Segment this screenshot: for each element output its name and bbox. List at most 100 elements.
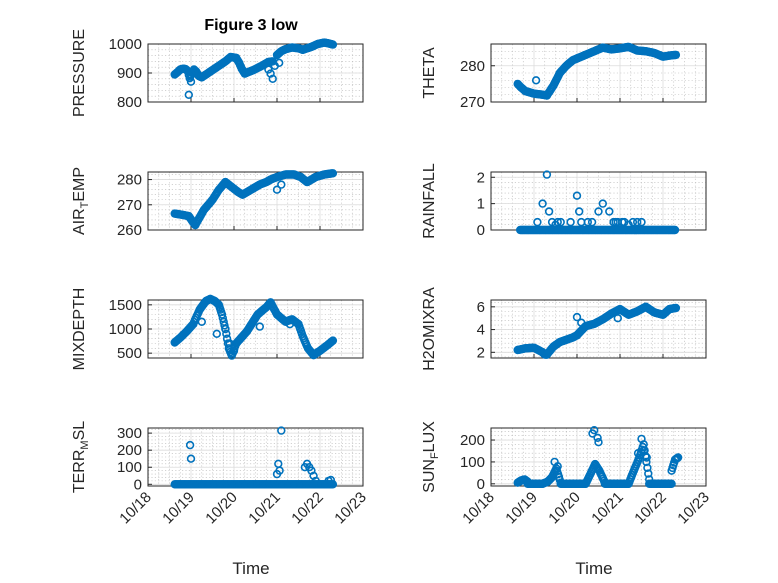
data-point bbox=[328, 336, 338, 345]
x-tick-label: 10/23 bbox=[331, 489, 370, 528]
x-tick-label: 10/18 bbox=[116, 489, 155, 528]
panel-h2omixra: 2 4 6 H2OMIXRA bbox=[421, 287, 707, 371]
data-point bbox=[613, 314, 622, 323]
data-point bbox=[185, 440, 195, 450]
y-tick-label: 900 bbox=[117, 65, 142, 82]
axes-frame bbox=[490, 427, 707, 487]
data-point bbox=[605, 207, 614, 216]
plot-area bbox=[490, 171, 707, 231]
y-tick-label: 200 bbox=[460, 432, 485, 449]
data-point bbox=[217, 310, 227, 319]
x-tick-label: 10/19 bbox=[502, 489, 541, 528]
data-point bbox=[533, 217, 542, 227]
y-tick-label: 270 bbox=[460, 94, 485, 111]
data-point bbox=[639, 446, 648, 456]
data-point bbox=[311, 476, 320, 486]
data-point bbox=[264, 65, 273, 74]
data-point bbox=[553, 462, 562, 471]
y-tick-label: 500 bbox=[117, 345, 142, 362]
data-point bbox=[594, 438, 603, 447]
data-point bbox=[255, 322, 264, 331]
data-point bbox=[531, 76, 541, 85]
panel-theta: 270 280 THETA bbox=[421, 42, 707, 111]
data-point bbox=[671, 303, 681, 313]
data-point bbox=[221, 324, 230, 334]
axes-frame bbox=[490, 43, 707, 103]
data-point bbox=[328, 40, 338, 49]
y-axis-label: SUNFLUX bbox=[421, 421, 441, 493]
data-point bbox=[583, 217, 592, 227]
data-point bbox=[538, 199, 547, 208]
data-point bbox=[643, 463, 652, 472]
x-tick-label: 10/23 bbox=[674, 489, 713, 528]
y-tick-label: 1 bbox=[477, 196, 485, 213]
data-point bbox=[542, 170, 552, 179]
y-tick-label: 280 bbox=[117, 172, 142, 189]
panel-air: 260 270 280 AIRTEMP bbox=[71, 167, 364, 239]
y-axis-label: AIRTEMP bbox=[71, 167, 91, 235]
axes-frame bbox=[490, 299, 707, 359]
x-tick-label: 10/20 bbox=[202, 489, 241, 528]
y-tick-label: 4 bbox=[477, 322, 485, 339]
y-tick-label: 1000 bbox=[109, 36, 142, 53]
data-point bbox=[572, 312, 582, 322]
data-point bbox=[186, 454, 196, 463]
data-point bbox=[572, 191, 582, 200]
y-tick-label: 270 bbox=[117, 197, 142, 214]
x-tick-label: 10/21 bbox=[588, 489, 627, 528]
y-tick-label: 2 bbox=[477, 344, 485, 361]
data-point bbox=[589, 426, 599, 435]
data-point bbox=[275, 466, 284, 475]
y-axis-label: H2OMIXRA bbox=[421, 287, 438, 371]
plot-area bbox=[147, 171, 364, 231]
panel-pressure: 800 900 1000 PRESSURE bbox=[71, 29, 364, 117]
x-tick-label: 10/18 bbox=[459, 489, 498, 528]
y-tick-label: 260 bbox=[117, 222, 142, 239]
data-point bbox=[220, 321, 229, 330]
y-axis-label: TERRMSL bbox=[71, 421, 91, 493]
data-point bbox=[229, 346, 239, 355]
data-point bbox=[544, 207, 554, 216]
data-point bbox=[212, 329, 222, 338]
data-point bbox=[275, 58, 284, 67]
data-point bbox=[222, 329, 231, 338]
data-point bbox=[637, 434, 646, 444]
data-point bbox=[671, 50, 681, 60]
data-point bbox=[566, 217, 575, 227]
y-tick-label: 0 bbox=[477, 222, 485, 239]
data-point bbox=[642, 453, 651, 462]
data-point bbox=[186, 77, 196, 86]
data-point bbox=[225, 339, 234, 348]
y-axis-label: THETA bbox=[421, 47, 438, 99]
y-tick-label: 0 bbox=[477, 476, 485, 493]
data-point bbox=[268, 74, 277, 84]
y-tick-label: 280 bbox=[460, 58, 485, 75]
y-tick-label: 0 bbox=[134, 476, 142, 493]
x-tick-label: 10/22 bbox=[288, 489, 327, 528]
data-point bbox=[670, 225, 680, 235]
data-point bbox=[285, 320, 295, 329]
x-axis-label-left: Time bbox=[232, 559, 269, 578]
data-point bbox=[326, 475, 335, 485]
x-tick-label: 10/22 bbox=[631, 489, 670, 528]
x-tick-label: 10/19 bbox=[159, 489, 198, 528]
data-point bbox=[184, 90, 194, 100]
x-tick-label: 10/21 bbox=[245, 489, 284, 528]
data-point bbox=[641, 451, 650, 461]
data-point bbox=[218, 313, 228, 323]
data-point bbox=[667, 479, 676, 488]
y-tick-label: 2 bbox=[477, 169, 485, 186]
data-point bbox=[197, 317, 207, 326]
data-point bbox=[587, 217, 597, 227]
data-point bbox=[628, 217, 638, 227]
data-point bbox=[673, 453, 683, 462]
data-point bbox=[556, 217, 565, 227]
panel-sun: 0 100 200 SUNFLUX 10/18 10/19 10/20 10/21 10/22 1… bbox=[421, 421, 713, 528]
data-point bbox=[594, 207, 603, 216]
data-point bbox=[593, 433, 602, 442]
y-tick-label: 800 bbox=[117, 94, 142, 111]
y-axis-label: PRESSURE bbox=[71, 29, 88, 117]
data-point bbox=[553, 217, 562, 227]
